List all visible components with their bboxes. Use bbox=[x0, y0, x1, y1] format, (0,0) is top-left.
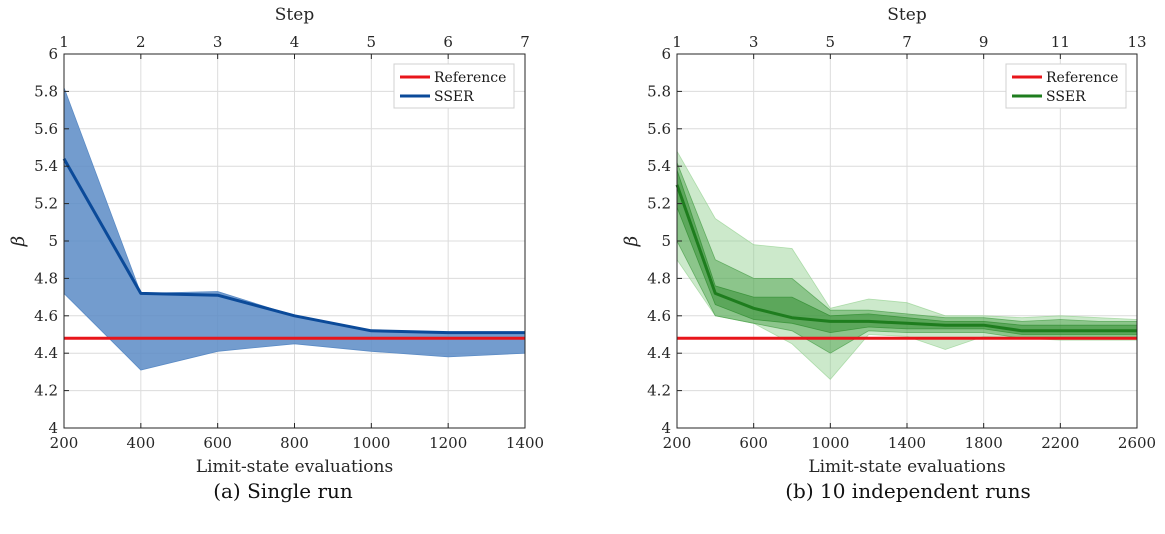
grid bbox=[63, 53, 526, 429]
top-tick-label: 7 bbox=[520, 33, 530, 51]
y-axis-label: β bbox=[8, 236, 29, 247]
legend: Reference SSER bbox=[1005, 63, 1127, 109]
top-tick-label: 7 bbox=[902, 33, 912, 51]
x-tick-label: 2600 bbox=[1118, 434, 1156, 452]
series-line-sser bbox=[62, 157, 525, 335]
x-tick-label: 800 bbox=[280, 434, 309, 452]
y-tick-label: 4.8 bbox=[34, 269, 58, 287]
legend: Reference SSER bbox=[393, 63, 515, 109]
x-tick-label: 1800 bbox=[965, 434, 1003, 452]
top-tick-label: 3 bbox=[213, 33, 223, 51]
x-tick-label: 1400 bbox=[506, 434, 544, 452]
top-axis-label: Step bbox=[275, 5, 315, 25]
x-tick-label: 1200 bbox=[429, 434, 467, 452]
top-tick-label: 5 bbox=[826, 33, 836, 51]
y-tick-label: 5.8 bbox=[647, 82, 671, 100]
y-tick-label: 4.8 bbox=[647, 269, 671, 287]
series-line-sser bbox=[675, 184, 1137, 333]
legend-label-reference: Reference bbox=[1046, 70, 1118, 86]
legend-label-sser: SSER bbox=[1046, 89, 1086, 105]
y-tick-label: 4.4 bbox=[34, 344, 58, 362]
top-tick-label: 1 bbox=[59, 33, 69, 51]
y-tick-label: 5.8 bbox=[34, 82, 58, 100]
top-tick-label: 2 bbox=[136, 33, 146, 51]
y-tick-label: 6 bbox=[48, 45, 58, 63]
y-tick-label: 4.4 bbox=[647, 344, 671, 362]
x-tick-label: 2200 bbox=[1041, 434, 1079, 452]
top-tick-label: 11 bbox=[1051, 33, 1070, 51]
top-axis-label: Step bbox=[887, 5, 927, 25]
x-axis-label: Limit-state evaluations bbox=[808, 457, 1005, 477]
y-tick-label: 4.6 bbox=[647, 307, 671, 325]
legend-box bbox=[393, 63, 515, 109]
x-tick-label: 200 bbox=[663, 434, 692, 452]
x-axis-label: Limit-state evaluations bbox=[196, 457, 393, 477]
y-tick-label: 5.2 bbox=[34, 195, 58, 213]
y-tick-label: 4.2 bbox=[647, 382, 671, 400]
y-tick-label: 6 bbox=[661, 45, 671, 63]
x-tick-label: 200 bbox=[50, 434, 79, 452]
x-tick-label: 600 bbox=[739, 434, 768, 452]
y-tick-label: 5.2 bbox=[647, 195, 671, 213]
y-tick-label: 5.6 bbox=[34, 120, 58, 138]
y-tick-label: 5 bbox=[48, 232, 58, 250]
x-tick-label: 1000 bbox=[352, 434, 390, 452]
top-tick-label: 4 bbox=[290, 33, 300, 51]
legend-label-sser: SSER bbox=[434, 89, 474, 105]
figure-caption: (b) 10 independent runs bbox=[785, 479, 1031, 503]
top-tick-label: 3 bbox=[749, 33, 759, 51]
x-tick-label: 1000 bbox=[811, 434, 849, 452]
top-tick-label: 6 bbox=[443, 33, 453, 51]
x-tick-label: 1400 bbox=[888, 434, 926, 452]
x-tick-label: 400 bbox=[127, 434, 156, 452]
top-tick-label: 13 bbox=[1127, 33, 1146, 51]
legend-box bbox=[1005, 63, 1127, 109]
figure-caption: (a) Single run bbox=[213, 479, 353, 503]
top-tick-label: 9 bbox=[979, 33, 989, 51]
y-tick-label: 5.6 bbox=[647, 120, 671, 138]
chart-single-run: 200 400 600 800 1000 1200 1400 1 2 3 4 5 6 7 4 4.2 4.4 4.… bbox=[8, 5, 544, 503]
y-tick-label: 4 bbox=[661, 419, 671, 437]
y-axis-label: β bbox=[621, 236, 642, 247]
top-tick-label: 1 bbox=[672, 33, 682, 51]
legend-label-reference: Reference bbox=[434, 70, 506, 86]
y-tick-label: 5.4 bbox=[647, 157, 671, 175]
y-tick-label: 5.4 bbox=[34, 157, 58, 175]
top-tick-label: 5 bbox=[367, 33, 377, 51]
y-tick-label: 4 bbox=[48, 419, 58, 437]
y-tick-label: 5 bbox=[661, 232, 671, 250]
y-tick-label: 4.2 bbox=[34, 382, 58, 400]
x-tick-label: 600 bbox=[203, 434, 232, 452]
y-tick-label: 4.6 bbox=[34, 307, 58, 325]
